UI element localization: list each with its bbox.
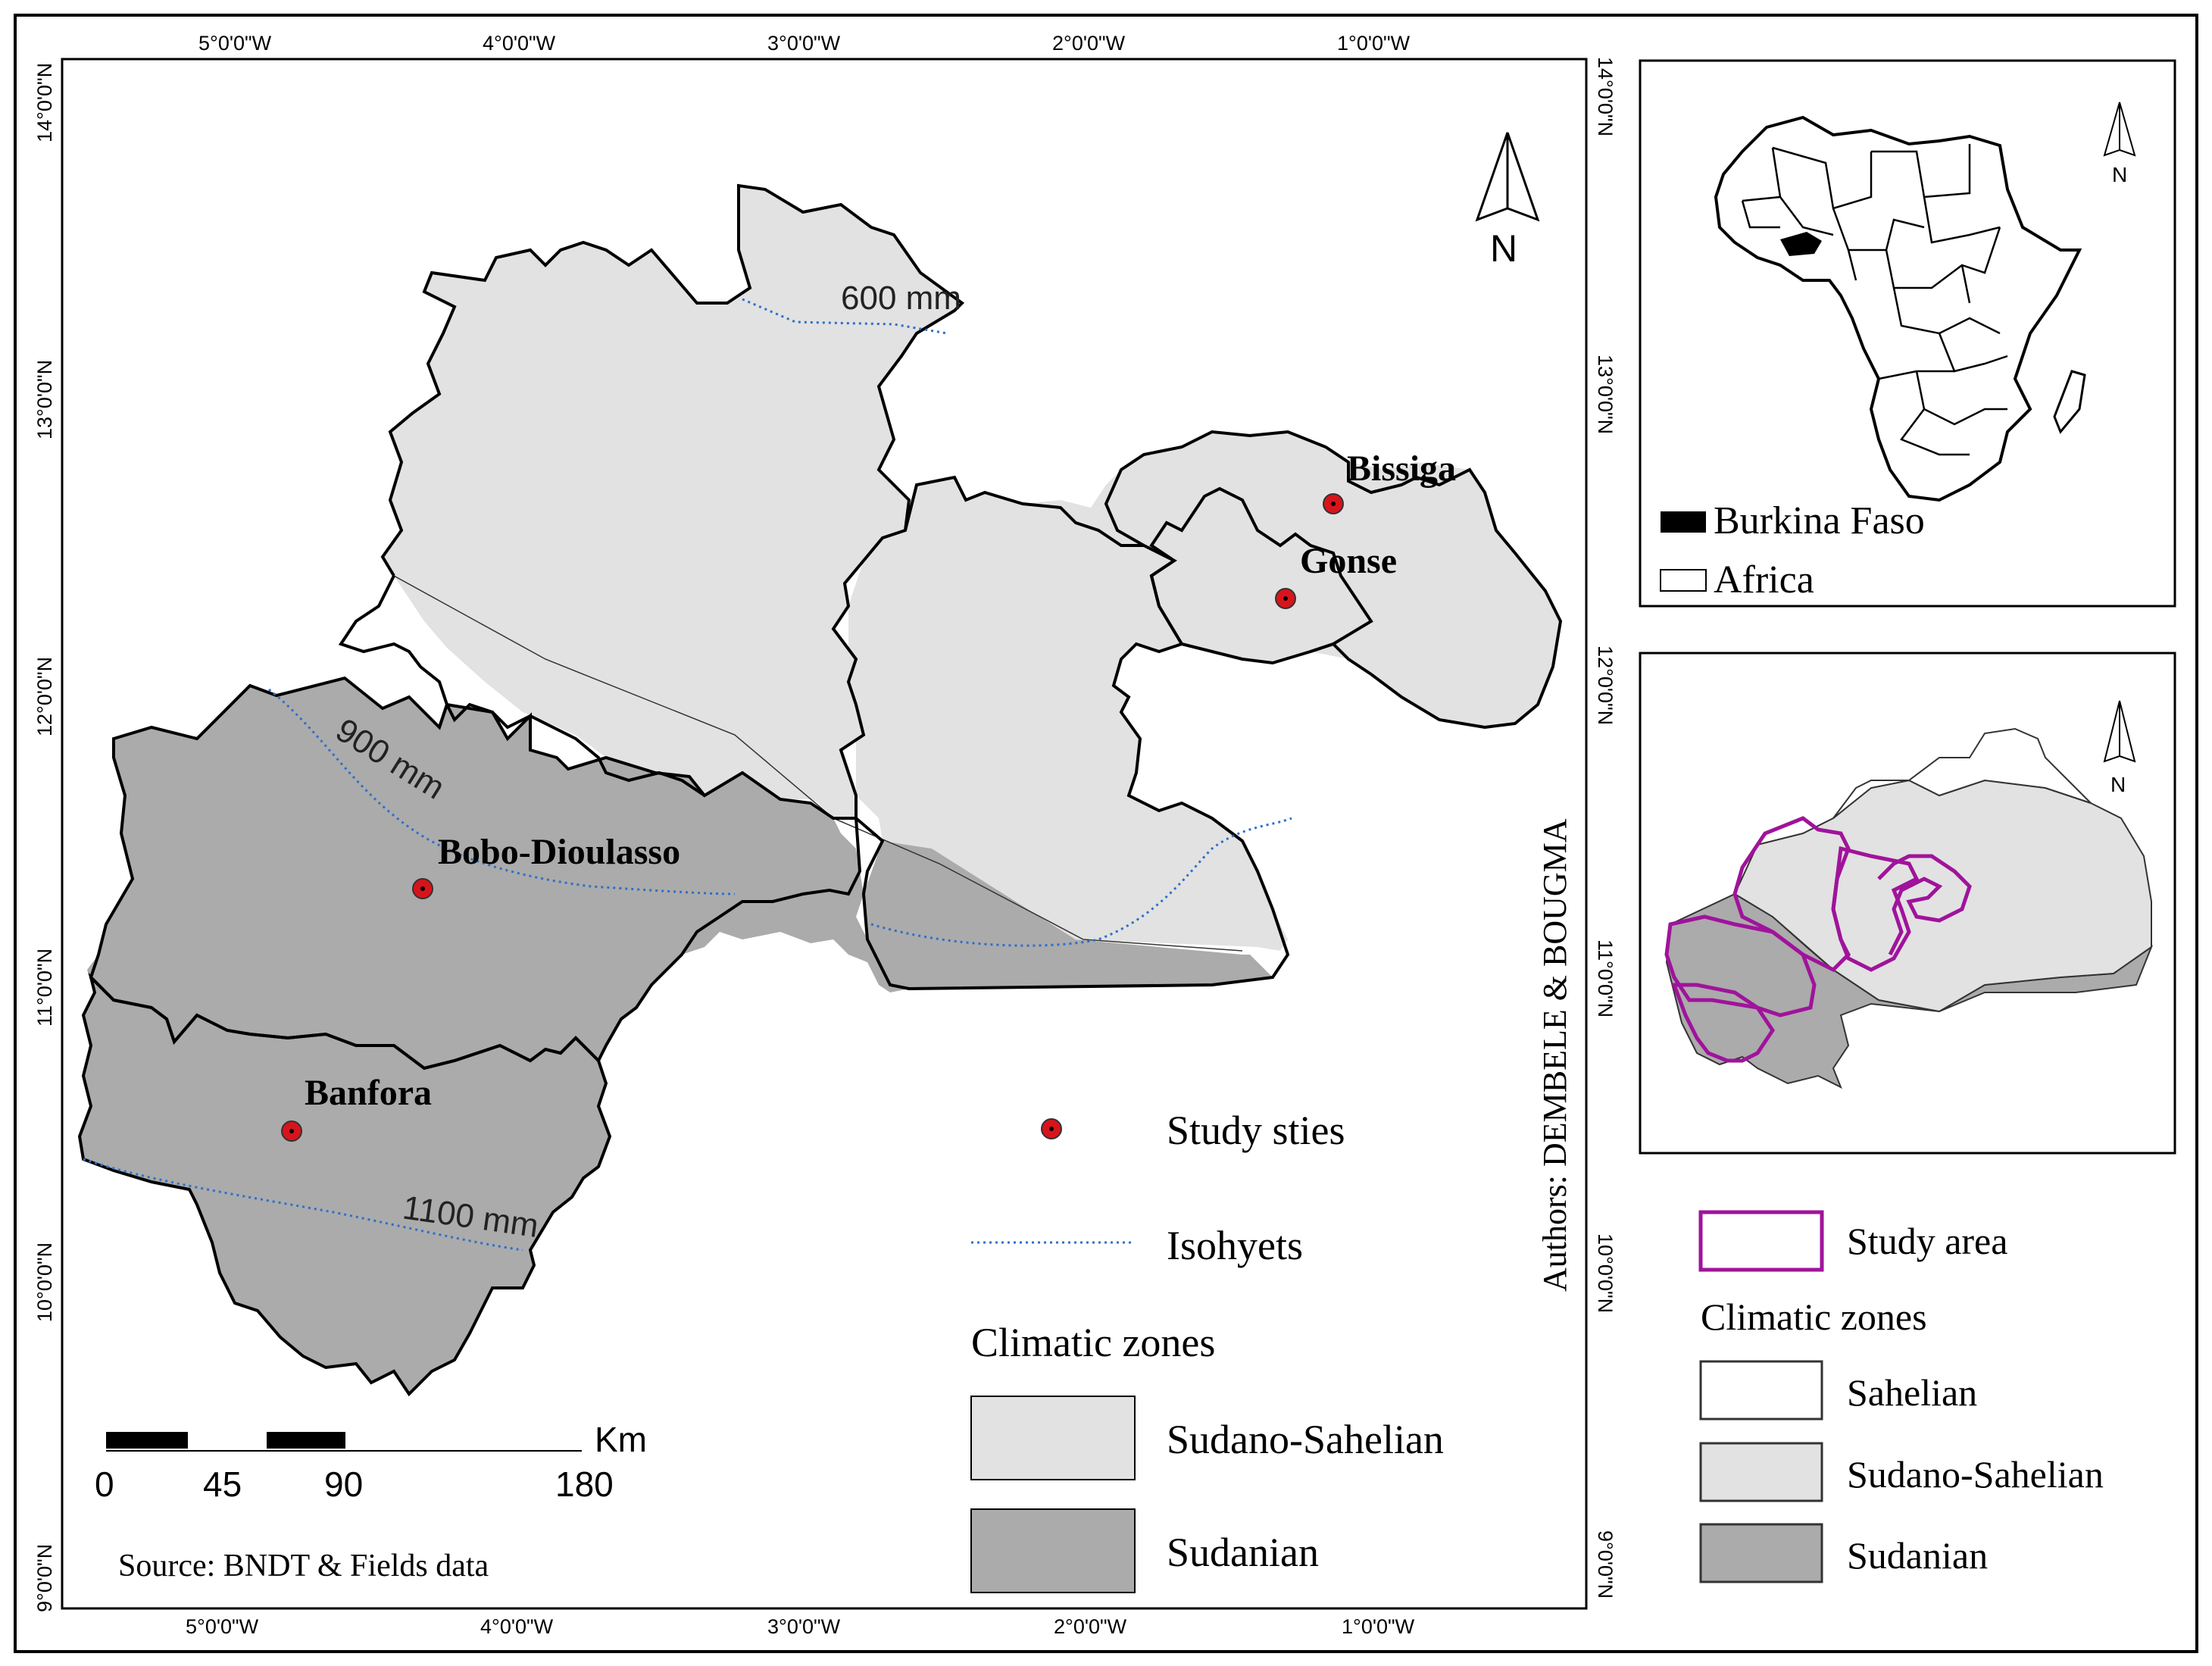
map-legend: Study sties Isohyets Climatic zones Suda…: [970, 1108, 1444, 1593]
legend-inset-zones-title: Climatic zones: [1701, 1296, 1927, 1338]
isohyet-label-600: 600 mm: [841, 280, 961, 317]
site-label-bobo-dioulasso: Bobo-Dioulasso: [438, 832, 680, 872]
grid-left-14n: 14°0'0"N: [33, 63, 56, 142]
legend-swatch-burkina: [1661, 511, 1706, 533]
legend-sahelian: Sahelian: [1847, 1371, 1977, 1414]
inset-study-area-outline: [1664, 816, 1972, 1063]
main-map: 600 mm 900 mm 1100 mm Bissiga Gonse Bobo…: [77, 132, 1573, 1593]
grid-top-1w: 1°0'0"W: [1337, 32, 1411, 55]
legend-swatch-study-area: [1698, 1210, 1824, 1272]
scale-tick-45: 45: [203, 1464, 242, 1504]
legend-swatch-sudanian: [970, 1508, 1136, 1593]
grid-right-12n: 12°0'0"N: [1594, 645, 1617, 725]
scale-tick-90: 90: [324, 1464, 363, 1504]
grid-right-9n: 9°0'0"N: [1594, 1530, 1617, 1599]
scale-tick-0: 0: [95, 1464, 114, 1504]
legend-study-area: Study area: [1847, 1220, 2007, 1262]
legend-swatch-inset-sudano-sahelian: [1699, 1442, 1823, 1502]
grid-bottom-1w: 1°0'0"W: [1342, 1615, 1415, 1638]
legend-zone-sudano-sahelian: Sudano-Sahelian: [1167, 1417, 1444, 1462]
province-boundary: [1149, 486, 1373, 653]
legend-zones-title: Climatic zones: [971, 1320, 1215, 1365]
grid-top-4w: 4°0'0"W: [483, 32, 556, 55]
legend-study-sites: Study sties: [1167, 1108, 1345, 1153]
grid-right-14n: 14°0'0"N: [1594, 57, 1617, 136]
isohyet-1100: [83, 1158, 523, 1252]
scale-bar-unit: Km: [595, 1420, 647, 1459]
source-note: Source: BNDT & Fields data: [118, 1549, 489, 1583]
grid-top-3w: 3°0'0"W: [767, 32, 841, 55]
region-sudano-sahelian-east: [848, 432, 1561, 951]
legend-swatch-africa: [1660, 569, 1707, 592]
africa-inset: N Burkina Faso Africa: [1639, 59, 2176, 608]
province-boundary: [1104, 430, 1563, 730]
burkina-faso-highlight: [1780, 232, 1822, 256]
site-label-gonse: Gonse: [1300, 541, 1397, 581]
burkina-inset-legend: Study area Climatic zones Sahelian Sudan…: [1698, 1210, 2104, 1583]
isohyet-900: [268, 688, 736, 896]
legend-swatch-sudano-sahelian: [970, 1396, 1136, 1480]
isohyet-lines: [83, 298, 1292, 1252]
region-sudanian-west: [80, 678, 1273, 1394]
grid-right-13n: 13°0'0"N: [1594, 355, 1617, 434]
legend-isohyets: Isohyets: [1167, 1223, 1303, 1268]
grid-left-13n: 13°0'0"N: [33, 360, 56, 439]
figure-frame: [14, 14, 2198, 1653]
grid-left-11n: 11°0'0"N: [33, 949, 56, 1027]
region-sudano-sahelian-north: [383, 186, 962, 818]
scale-tick-180: 180: [555, 1464, 614, 1504]
scale-bar: [106, 1432, 582, 1452]
north-arrow-icon: [2103, 102, 2136, 157]
grid-right-10n: 10°0'0"N: [1594, 1233, 1617, 1313]
legend-swatch-inset-sudanian: [1699, 1523, 1823, 1583]
legend-swatch-sahelian: [1699, 1360, 1823, 1421]
isohyet-600: [742, 298, 948, 335]
inset-zone-sahelian: [1832, 727, 2092, 819]
province-boundary: [438, 700, 706, 797]
grid-right-11n: 11°0'0"N: [1594, 939, 1617, 1017]
graticule-labels: 5°0'0"W 4°0'0"W 3°0'0"W 2°0'0"W 1°0'0"W …: [33, 32, 1617, 1638]
site-label-bissiga: Bissiga: [1347, 449, 1456, 489]
province-boundary: [338, 575, 448, 705]
grid-bottom-3w: 3°0'0"W: [767, 1615, 841, 1638]
madagascar-icon: [2053, 370, 2086, 434]
africa-country-borders: [1741, 144, 2008, 456]
province-boundary: [380, 183, 965, 818]
site-marker-bissiga[interactable]: [1323, 493, 1344, 514]
province-boundary: [77, 972, 612, 1397]
grid-bottom-2w: 2°0'0"W: [1054, 1615, 1127, 1638]
legend-burkina-faso: Burkina Faso: [1714, 499, 1925, 542]
grid-left-12n: 12°0'0"N: [33, 657, 56, 736]
grid-bottom-5w: 5°0'0"W: [186, 1615, 259, 1638]
site-marker-gonse[interactable]: [1275, 588, 1296, 609]
site-marker-banfora[interactable]: [281, 1121, 302, 1142]
grid-top-5w: 5°0'0"W: [198, 32, 272, 55]
burkina-inset: N: [1639, 652, 2176, 1155]
legend-inset-sudanian: Sudanian: [1847, 1534, 1988, 1577]
grid-left-9n: 9°0'0"N: [33, 1544, 56, 1612]
grid-left-10n: 10°0'0"N: [33, 1242, 56, 1322]
north-label: N: [1490, 227, 1517, 270]
legend-inset-sudano-sahelian: Sudano-Sahelian: [1847, 1453, 2104, 1496]
africa-inset-north-label: N: [2112, 163, 2127, 186]
site-marker-bobo-dioulasso[interactable]: [412, 878, 433, 899]
north-arrow-icon: [1475, 132, 1540, 222]
site-label-banfora: Banfora: [305, 1073, 432, 1113]
legend-africa: Africa: [1714, 558, 1814, 602]
grid-top-2w: 2°0'0"W: [1052, 32, 1126, 55]
burkina-inset-north-label: N: [2110, 773, 2126, 796]
authors-note: Authors: DEMBELE & BOUGMA: [1536, 818, 1573, 1292]
legend-zone-sudanian: Sudanian: [1167, 1530, 1319, 1575]
province-boundary: [854, 475, 1290, 991]
grid-bottom-4w: 4°0'0"W: [480, 1615, 554, 1638]
legend-site-symbol: [1041, 1118, 1062, 1139]
north-arrow-icon: [2103, 700, 2136, 763]
study-site-markers: [281, 493, 1344, 1142]
